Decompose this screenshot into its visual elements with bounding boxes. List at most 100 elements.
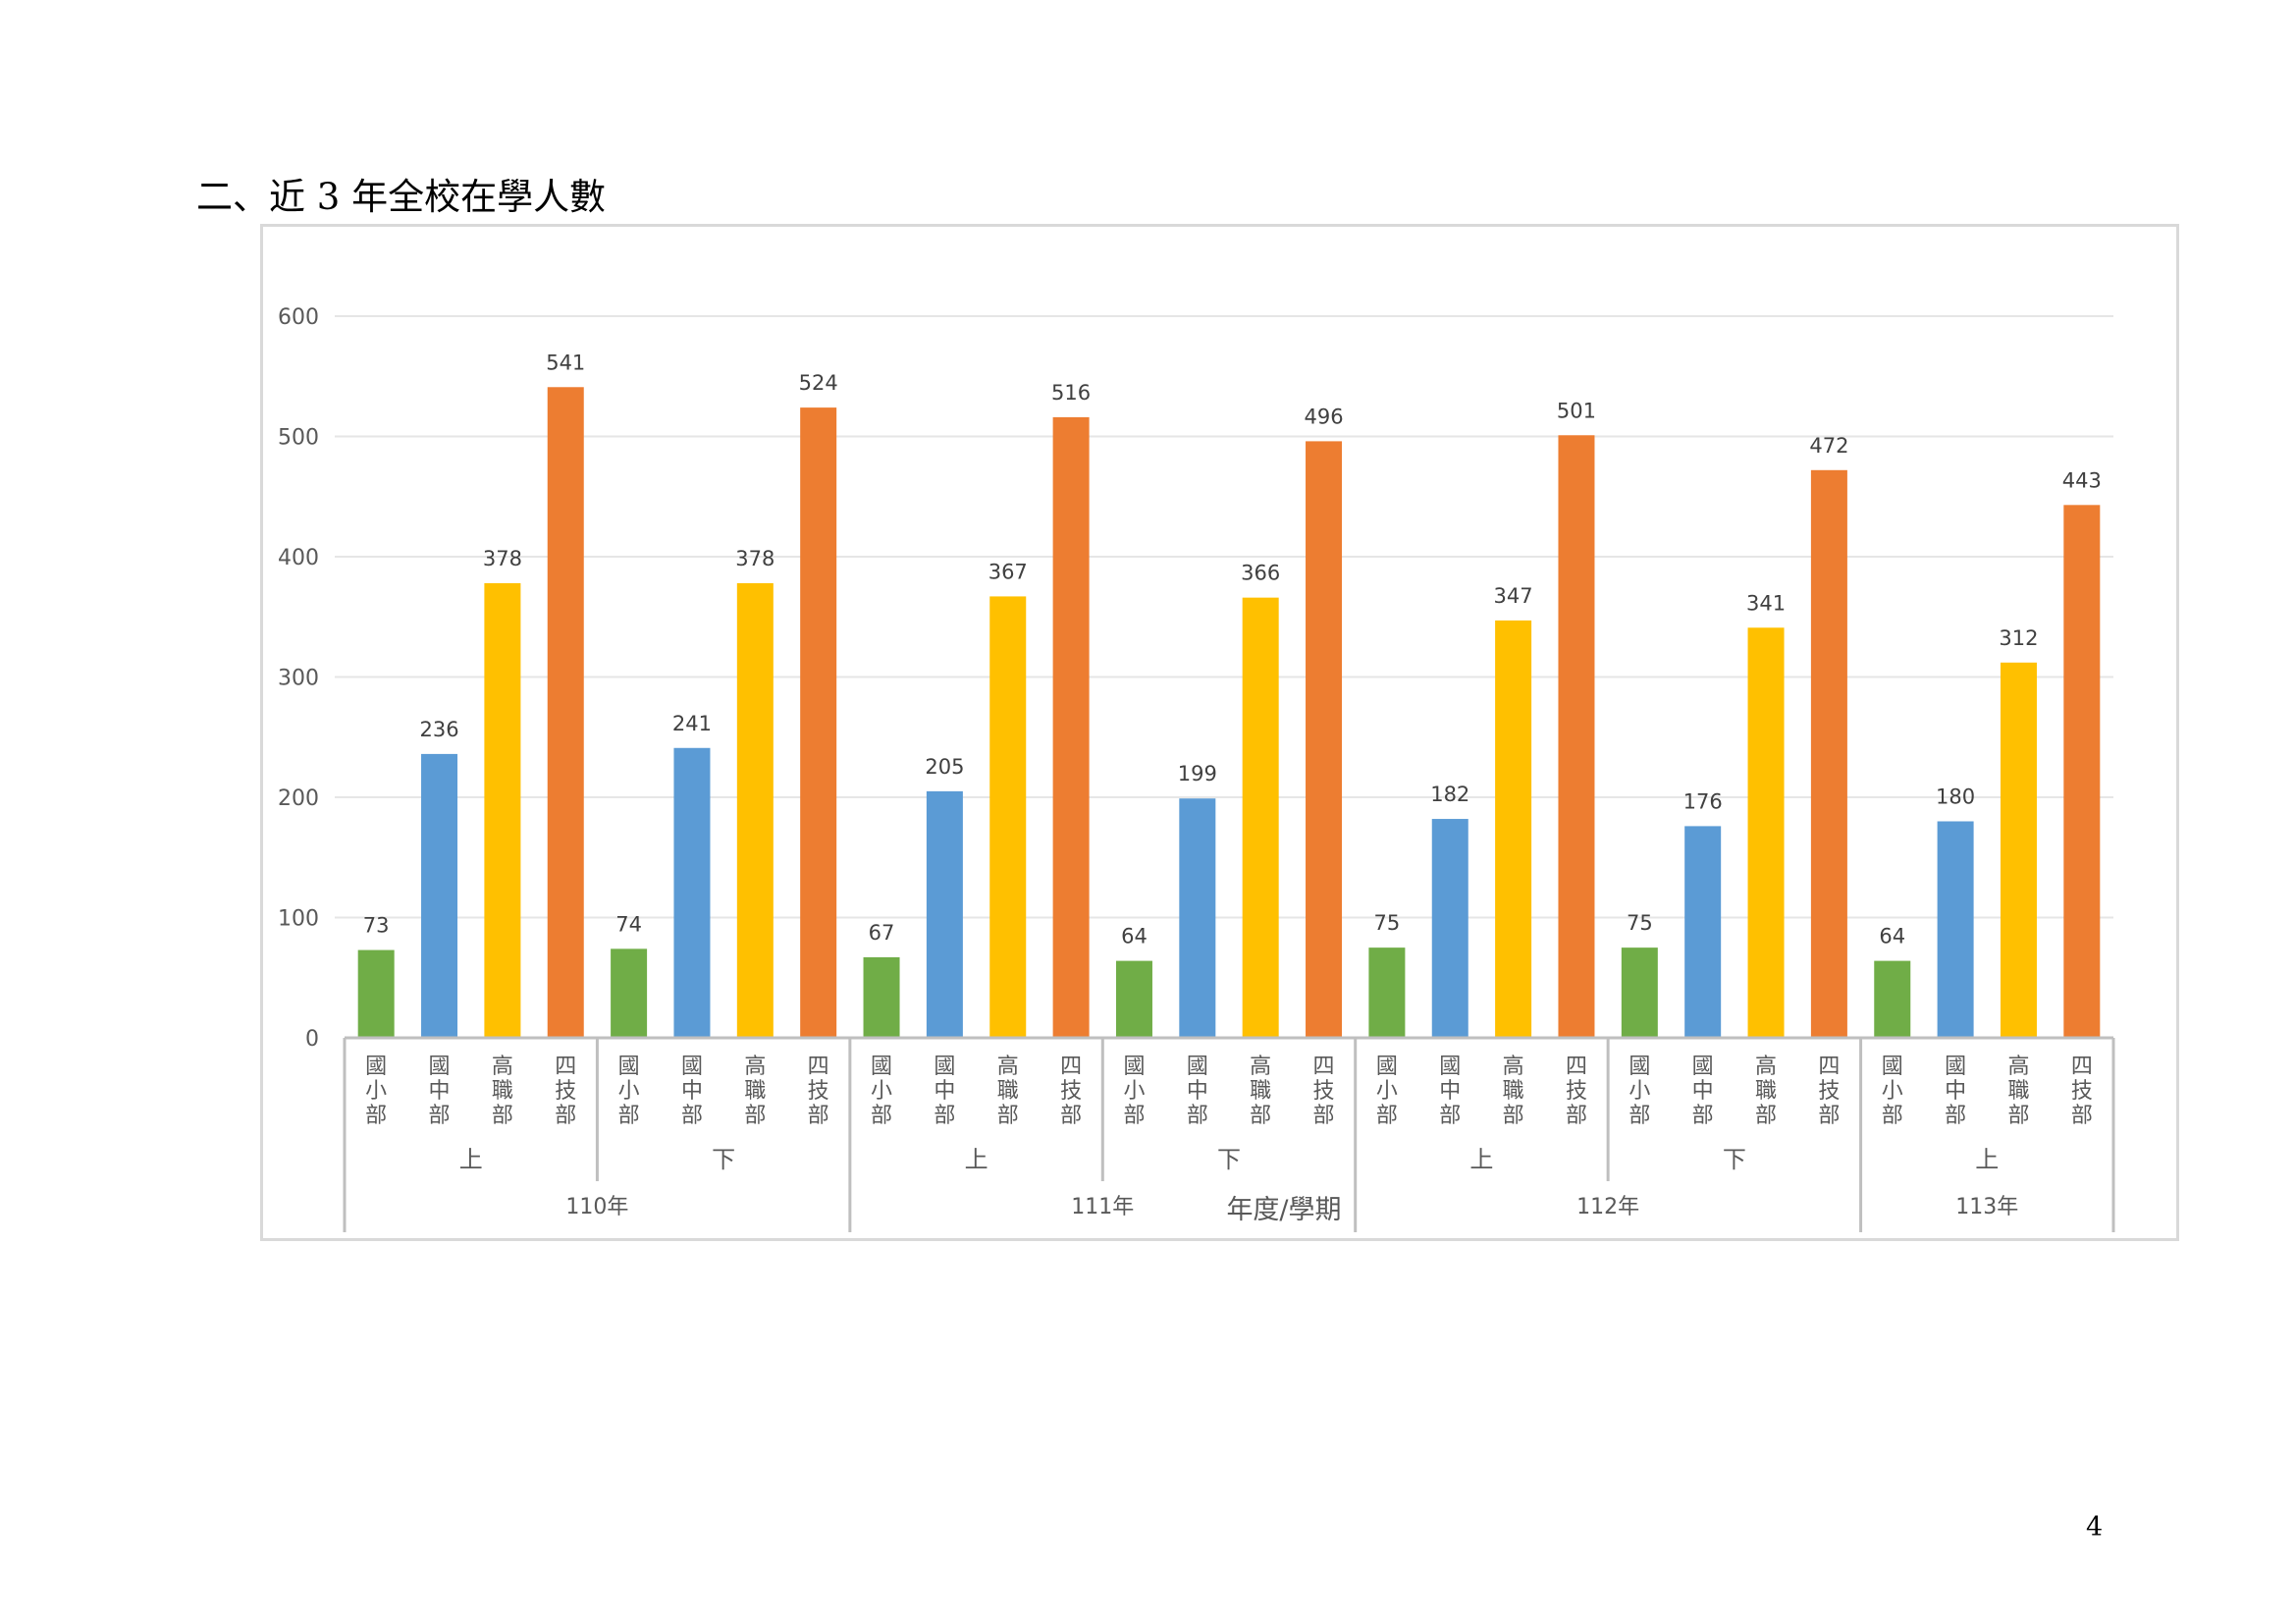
year-label: 113年 bbox=[1955, 1195, 2018, 1219]
bar bbox=[1684, 826, 1722, 1038]
y-tick-label: 0 bbox=[305, 1027, 319, 1052]
category-label: 四技部 bbox=[1060, 1055, 1082, 1128]
data-label: 378 bbox=[483, 547, 522, 570]
bar bbox=[989, 596, 1027, 1038]
category-label: 國小部 bbox=[1123, 1055, 1145, 1128]
data-label: 341 bbox=[1746, 591, 1786, 615]
y-tick-label: 500 bbox=[278, 426, 319, 451]
bar bbox=[611, 948, 648, 1038]
bar bbox=[1558, 435, 1595, 1038]
category-label: 高職部 bbox=[2007, 1055, 2029, 1128]
bar bbox=[1179, 798, 1216, 1038]
data-label: 347 bbox=[1494, 584, 1533, 608]
data-label: 180 bbox=[1936, 785, 1975, 809]
data-label: 67 bbox=[869, 921, 895, 945]
data-label: 73 bbox=[363, 914, 390, 938]
bar bbox=[673, 747, 711, 1038]
bar-chart: 0 100 200 300 400 500 600 73 236 378 541 74 241 378 52… bbox=[278, 305, 2115, 1232]
data-label: 496 bbox=[1304, 405, 1343, 428]
data-label: 199 bbox=[1178, 762, 1217, 785]
category-label: 國小部 bbox=[1882, 1055, 1903, 1128]
bar bbox=[863, 956, 900, 1038]
term-label: 上 bbox=[459, 1146, 483, 1173]
bar bbox=[2063, 505, 2101, 1038]
data-label: 75 bbox=[1627, 911, 1653, 935]
category-label: 高職部 bbox=[1250, 1055, 1271, 1128]
category-label: 國中部 bbox=[1439, 1055, 1461, 1128]
category-label: 四技部 bbox=[808, 1055, 829, 1128]
bar bbox=[1115, 960, 1152, 1038]
bar bbox=[1242, 597, 1279, 1038]
category-label: 四技部 bbox=[555, 1055, 576, 1128]
term-label: 上 bbox=[1469, 1146, 1493, 1173]
bar bbox=[1306, 441, 1343, 1038]
category-label: 國小部 bbox=[618, 1055, 640, 1128]
term-label: 下 bbox=[1723, 1146, 1746, 1173]
bar bbox=[1747, 627, 1785, 1038]
bar bbox=[736, 582, 774, 1038]
category-label: 國中部 bbox=[1945, 1055, 1966, 1128]
category-label: 國小部 bbox=[871, 1055, 892, 1128]
bar bbox=[800, 407, 837, 1039]
data-label: 378 bbox=[735, 547, 774, 570]
bar bbox=[1621, 947, 1658, 1038]
category-label: 國中部 bbox=[1187, 1055, 1208, 1128]
data-label: 472 bbox=[1809, 434, 1848, 458]
term-label: 上 bbox=[1975, 1146, 1999, 1173]
data-label: 366 bbox=[1241, 562, 1280, 585]
bar bbox=[1368, 947, 1406, 1038]
y-tick-label: 400 bbox=[278, 546, 319, 570]
data-label: 64 bbox=[1121, 925, 1148, 948]
bar bbox=[357, 949, 395, 1038]
category-label: 高職部 bbox=[1755, 1055, 1777, 1128]
bar bbox=[926, 790, 963, 1038]
data-label: 367 bbox=[988, 560, 1028, 583]
year-label: 110年 bbox=[565, 1195, 628, 1219]
bar bbox=[1937, 821, 1974, 1038]
y-tick-label: 300 bbox=[278, 667, 319, 691]
data-label: 541 bbox=[546, 351, 585, 374]
data-label: 236 bbox=[419, 718, 458, 741]
page-number: 4 bbox=[2086, 1512, 2104, 1543]
data-label: 176 bbox=[1683, 789, 1723, 813]
data-label: 74 bbox=[615, 912, 642, 936]
bar bbox=[1495, 620, 1532, 1038]
category-label: 國小部 bbox=[1376, 1055, 1398, 1128]
x-axis-title: 年度/學期 bbox=[1226, 1195, 1341, 1225]
data-label: 501 bbox=[1557, 399, 1596, 422]
year-label: 112年 bbox=[1576, 1195, 1639, 1219]
bar bbox=[1810, 469, 1847, 1038]
category-label: 國中部 bbox=[1692, 1055, 1714, 1128]
y-tick-label: 200 bbox=[278, 786, 319, 811]
y-tick-label: 100 bbox=[278, 907, 319, 932]
term-label: 下 bbox=[1217, 1146, 1241, 1173]
data-label: 182 bbox=[1430, 783, 1469, 806]
data-label: 64 bbox=[1879, 925, 1905, 948]
bar bbox=[421, 753, 458, 1038]
category-label: 四技部 bbox=[2071, 1055, 2093, 1128]
category-label: 國小部 bbox=[365, 1055, 387, 1128]
data-label: 241 bbox=[672, 712, 712, 735]
term-label: 上 bbox=[965, 1146, 988, 1173]
data-label: 75 bbox=[1374, 911, 1401, 935]
y-tick-label: 600 bbox=[278, 305, 319, 330]
data-label: 443 bbox=[2062, 468, 2102, 492]
data-label: 524 bbox=[799, 371, 838, 395]
term-label: 下 bbox=[712, 1146, 735, 1173]
bar bbox=[484, 582, 521, 1038]
category-label: 四技部 bbox=[1566, 1055, 1587, 1128]
bar bbox=[2000, 662, 2037, 1038]
bar bbox=[1874, 960, 1911, 1038]
category-label: 高職部 bbox=[1503, 1055, 1524, 1128]
category-label: 高職部 bbox=[492, 1055, 513, 1128]
category-label: 國中部 bbox=[681, 1055, 703, 1128]
category-label: 四技部 bbox=[1818, 1055, 1840, 1128]
bar bbox=[1052, 416, 1090, 1038]
data-label: 205 bbox=[925, 755, 964, 779]
data-label: 312 bbox=[1999, 626, 2038, 650]
year-label: 111年 bbox=[1071, 1195, 1134, 1219]
category-label: 國小部 bbox=[1629, 1055, 1650, 1128]
chart-frame: 0 100 200 300 400 500 600 73 236 378 541 74 241 378 52… bbox=[260, 224, 2179, 1241]
bar bbox=[547, 387, 584, 1038]
data-label: 516 bbox=[1051, 381, 1091, 405]
